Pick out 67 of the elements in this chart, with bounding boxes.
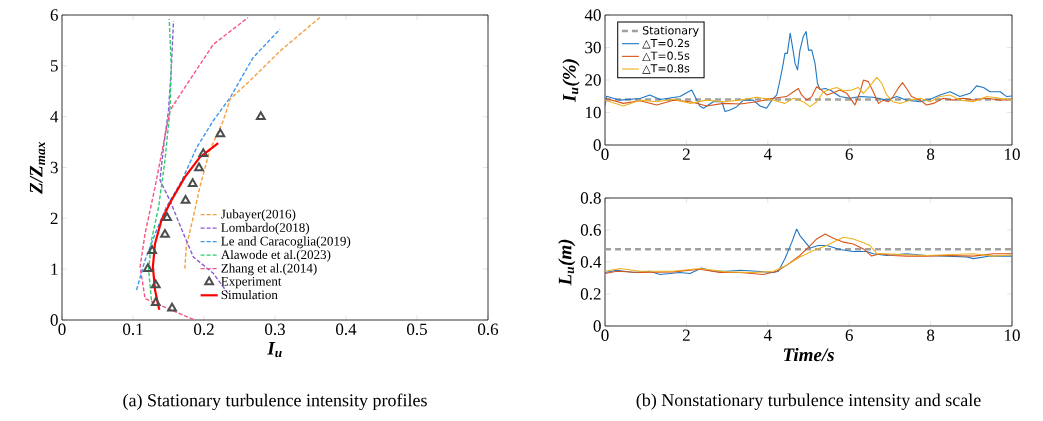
legend-label: △T=0.5s <box>642 51 690 62</box>
point <box>143 263 153 272</box>
y-tick-label: 1 <box>51 263 58 275</box>
point <box>255 111 266 120</box>
point <box>194 162 204 172</box>
point <box>198 148 209 158</box>
x-tick-label: 0.1 <box>123 323 143 336</box>
legend-label: Stationary <box>642 26 699 37</box>
x-tick-label: 0.3 <box>265 323 285 336</box>
point <box>162 212 172 222</box>
y-tick-label: 0.2 <box>580 288 601 300</box>
legend-label: △T=0.8s <box>642 64 690 74</box>
y-axis-title: L$_{u}$(m) <box>558 239 576 286</box>
x-tick-label: 8 <box>927 329 935 342</box>
point <box>147 245 158 255</box>
y-tick-label: 0 <box>593 139 601 151</box>
x-tick-label: 0 <box>601 148 609 161</box>
line-series <box>147 18 173 301</box>
point <box>150 279 161 289</box>
y-tick-label: 20 <box>585 74 601 86</box>
legend-label: Simulation <box>221 290 278 300</box>
legend-label: Alawode et al.(2023) <box>220 249 331 262</box>
legend-label: △T=0.2s <box>642 38 690 49</box>
x-tick-label: 8 <box>927 148 935 161</box>
x-tick-label: 0 <box>601 329 609 342</box>
x-tick-label: 10 <box>1005 329 1020 342</box>
x-tick-label: 4 <box>763 329 772 341</box>
y-tick-label: 0.4 <box>580 256 602 268</box>
y-axis-title: I$_{u}$(%) <box>562 59 580 103</box>
x-tick-label: 0.6 <box>478 323 499 336</box>
line-series <box>151 142 220 311</box>
x-axis-title: I$_{u}$ <box>267 341 282 358</box>
y-tick-label: 3 <box>50 161 58 174</box>
x-tick-label: 4 <box>763 148 772 160</box>
text: (a) Stationary turbulence intensity profiles <box>123 393 427 411</box>
x-axis-title: Time/s <box>783 347 834 362</box>
x-tick-label: 2 <box>682 148 690 160</box>
y-tick-label: 40 <box>584 9 601 21</box>
legend-label: Zhang et al.(2014) <box>221 263 317 276</box>
point <box>215 128 226 138</box>
legend-label: Le and Caracoglia(2019) <box>221 236 351 249</box>
x-tick-label: 0.4 <box>336 323 357 336</box>
point <box>160 229 170 238</box>
y-axis-title: Z/Z$_{max}$ <box>29 142 46 194</box>
legend-label: Lombardo(2018) <box>221 222 310 235</box>
x-tick-label: 6 <box>845 148 853 160</box>
y-tick-label: 0.8 <box>580 192 601 204</box>
y-tick-label: 10 <box>585 106 601 119</box>
y-tick-label: 4 <box>50 111 59 123</box>
point <box>167 302 177 312</box>
y-tick-label: 2 <box>50 212 58 224</box>
point <box>180 195 191 204</box>
text: (b) Nonstationary turbulence intensity and scale <box>636 393 981 410</box>
y-tick-label: 5 <box>50 60 58 72</box>
x-tick-label: 0.5 <box>407 323 427 336</box>
x-tick-label: 6 <box>845 329 853 341</box>
y-tick-label: 6 <box>50 9 58 21</box>
x-tick-label: 0.2 <box>194 323 214 336</box>
point <box>150 297 161 306</box>
y-tick-label: 0.6 <box>580 224 601 236</box>
legend-label: Jubayer(2016) <box>221 209 296 222</box>
y-tick-label: 0 <box>50 314 58 326</box>
y-tick-label: 30 <box>585 41 601 54</box>
point <box>187 178 198 188</box>
x-tick-label: 10 <box>1005 148 1020 161</box>
legend-label: Experiment <box>221 276 282 289</box>
x-tick-label: 2 <box>682 329 690 341</box>
